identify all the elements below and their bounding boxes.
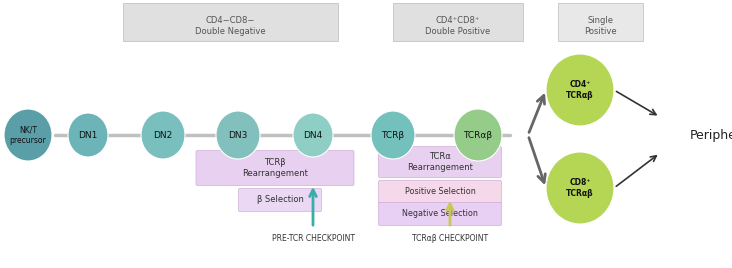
FancyBboxPatch shape <box>378 203 501 225</box>
Text: CD4⁺
TCRαβ: CD4⁺ TCRαβ <box>566 80 594 100</box>
Ellipse shape <box>454 109 502 161</box>
FancyBboxPatch shape <box>378 181 501 203</box>
FancyBboxPatch shape <box>122 3 337 41</box>
Text: Single
Positive: Single Positive <box>583 16 616 36</box>
Ellipse shape <box>4 109 52 161</box>
FancyBboxPatch shape <box>558 3 643 41</box>
Text: β Selection: β Selection <box>256 195 304 204</box>
FancyBboxPatch shape <box>196 151 354 185</box>
Text: PRE-TCR CHECKPOINT: PRE-TCR CHECKPOINT <box>272 234 354 243</box>
Text: DN1: DN1 <box>78 131 97 140</box>
Text: DN4: DN4 <box>303 131 323 140</box>
Text: DN3: DN3 <box>228 131 247 140</box>
Text: DN2: DN2 <box>154 131 173 140</box>
Text: Periphery: Periphery <box>690 128 732 142</box>
Text: DP: DP <box>450 0 466 1</box>
Text: DN: DN <box>222 0 239 1</box>
Text: Negative Selection: Negative Selection <box>402 210 478 218</box>
Text: NK/T
precursor: NK/T precursor <box>10 125 46 145</box>
Ellipse shape <box>68 113 108 157</box>
Ellipse shape <box>216 111 260 159</box>
Text: TCRα
Rearrangement: TCRα Rearrangement <box>407 152 473 172</box>
Ellipse shape <box>546 152 614 224</box>
Ellipse shape <box>371 111 415 159</box>
FancyBboxPatch shape <box>393 3 523 41</box>
Text: CD4−CD8−
Double Negative: CD4−CD8− Double Negative <box>195 16 265 36</box>
FancyBboxPatch shape <box>378 147 501 177</box>
Text: TCRβ: TCRβ <box>381 131 405 140</box>
Text: TCRβ
Rearrangement: TCRβ Rearrangement <box>242 158 308 178</box>
Text: SP: SP <box>593 0 607 1</box>
Text: Positive Selection: Positive Selection <box>405 188 475 196</box>
FancyBboxPatch shape <box>239 188 321 211</box>
Text: CD8⁺
TCRαβ: CD8⁺ TCRαβ <box>566 178 594 198</box>
Ellipse shape <box>141 111 185 159</box>
Text: TCRαβ CHECKPOINT: TCRαβ CHECKPOINT <box>412 234 488 243</box>
Text: CD4⁺CD8⁺
Double Positive: CD4⁺CD8⁺ Double Positive <box>425 16 490 36</box>
Ellipse shape <box>546 54 614 126</box>
Text: TCRαβ: TCRαβ <box>463 131 493 140</box>
Ellipse shape <box>293 113 333 157</box>
